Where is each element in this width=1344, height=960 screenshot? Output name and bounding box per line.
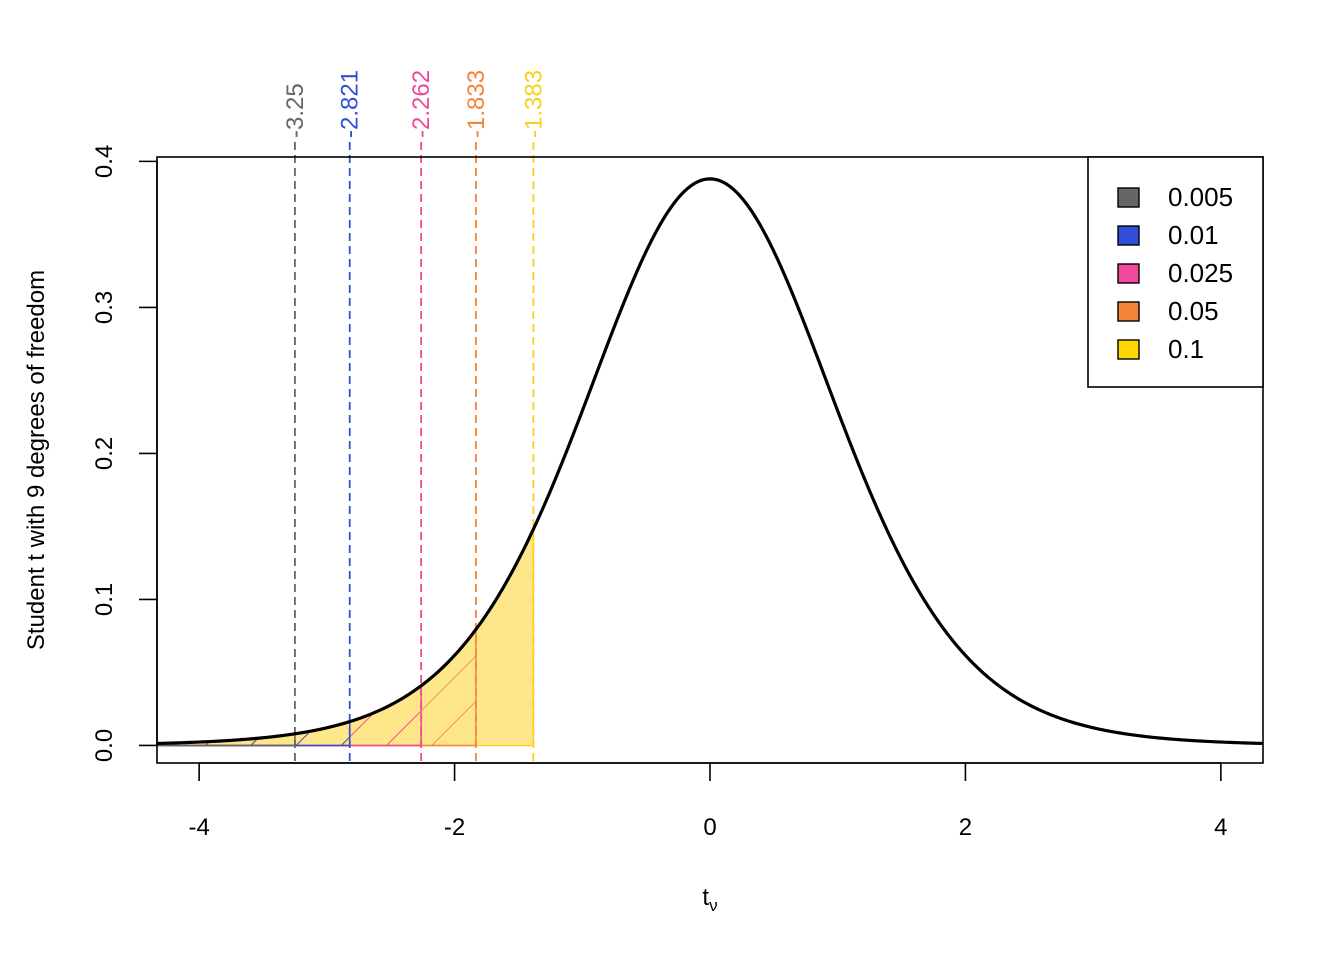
legend-swatch-0.05 bbox=[1117, 301, 1140, 322]
y-tick-label: 0.2 bbox=[91, 437, 118, 470]
legend-swatch-0.01 bbox=[1117, 225, 1140, 246]
y-axis-label: Student t with 9 degrees of freedom bbox=[23, 270, 50, 650]
x-axis-label-main: t bbox=[702, 884, 709, 911]
legend-label-0.01: 0.01 bbox=[1168, 220, 1219, 250]
legend-swatch-0.025 bbox=[1117, 263, 1140, 284]
legend-label-0.05: 0.05 bbox=[1168, 296, 1219, 326]
critical-value-label-0.01: -2.821 bbox=[337, 70, 364, 138]
y-tick-label: 0.3 bbox=[91, 291, 118, 324]
tail-area-0.1 bbox=[156, 528, 535, 747]
critical-value-label-0.1: -1.383 bbox=[520, 70, 547, 138]
density-curve bbox=[156, 177, 1264, 746]
y-axis: 0.0 0.1 0.2 0.3 0.4 bbox=[91, 145, 158, 762]
tail-area-0.05 bbox=[156, 627, 477, 747]
y-tick-label: 0.0 bbox=[91, 729, 118, 762]
x-tick-label: -4 bbox=[188, 814, 209, 841]
legend-box bbox=[1087, 156, 1264, 388]
x-tick-label: 2 bbox=[959, 814, 972, 841]
x-axis-label: tν bbox=[702, 884, 717, 915]
tail-area-fills bbox=[156, 528, 535, 747]
legend: 0.005 0.01 0.025 0.05 0.1 bbox=[1087, 156, 1264, 388]
legend-label-0.1: 0.1 bbox=[1168, 334, 1204, 364]
y-tick-label: 0.4 bbox=[91, 145, 118, 178]
x-tick-label: 4 bbox=[1214, 814, 1227, 841]
critical-value-label-0.025: -2.262 bbox=[408, 70, 435, 138]
critical-value-labels: -3.25 -2.821 -2.262 -1.833 -1.383 bbox=[282, 70, 547, 138]
critical-value-label-0.005: -3.25 bbox=[282, 83, 309, 138]
legend-swatch-0.005 bbox=[1117, 187, 1140, 208]
x-tick-label: 0 bbox=[703, 814, 716, 841]
y-tick-label: 0.1 bbox=[91, 583, 118, 616]
x-axis-label-subscript: ν bbox=[709, 896, 718, 915]
critical-value-label-0.05: -1.833 bbox=[463, 70, 490, 138]
x-axis: -4 -2 0 2 4 bbox=[188, 762, 1228, 841]
legend-label-0.005: 0.005 bbox=[1168, 182, 1233, 212]
x-tick-label: -2 bbox=[444, 814, 465, 841]
legend-swatch-0.1 bbox=[1117, 339, 1140, 360]
legend-label-0.025: 0.025 bbox=[1168, 258, 1233, 288]
